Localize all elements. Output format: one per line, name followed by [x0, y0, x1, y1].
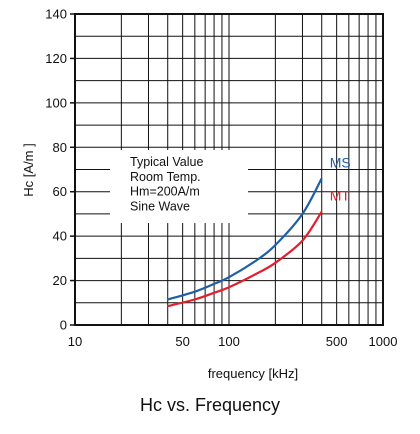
- y-tick-label: 80: [53, 140, 67, 155]
- annotation-line: Typical Value: [130, 155, 203, 169]
- annotation-line: Room Temp.: [130, 170, 201, 184]
- y-tick-label: 0: [60, 318, 67, 333]
- series-lines: MS MT: [167, 154, 351, 308]
- annotation-background: [110, 150, 248, 223]
- plot-frame: [74, 13, 384, 326]
- y-tick-label: 140: [45, 7, 67, 22]
- x-tick-label: 10: [68, 334, 82, 349]
- tick-labels: 0 20 40 60 80 100 120 140 10 50 100 500 1000: [45, 7, 397, 350]
- series-label-ms: MS: [330, 154, 351, 170]
- series-label-mt: MT: [330, 188, 351, 204]
- x-axis-label: frequency [kHz]: [208, 366, 298, 381]
- x-tick-label: 50: [175, 334, 189, 349]
- series-line-mt: [167, 211, 323, 308]
- annotation-line: Sine Wave: [130, 199, 190, 213]
- series-line-ms: [167, 177, 323, 301]
- y-tick-label: 100: [45, 95, 67, 110]
- y-tick-label: 120: [45, 51, 67, 66]
- x-tick-label: 500: [326, 334, 348, 349]
- y-tick-label: 20: [53, 273, 67, 288]
- y-axis-label: Hc [A/m ]: [21, 143, 36, 196]
- figure-caption: Hc vs. Frequency: [139, 395, 281, 415]
- annotation-line: Hm=200A/m: [130, 185, 200, 199]
- x-tick-label: 100: [218, 334, 240, 349]
- y-tick-label: 40: [53, 229, 67, 244]
- y-tick-label: 60: [53, 184, 67, 199]
- x-tick-label: 1000: [369, 334, 398, 349]
